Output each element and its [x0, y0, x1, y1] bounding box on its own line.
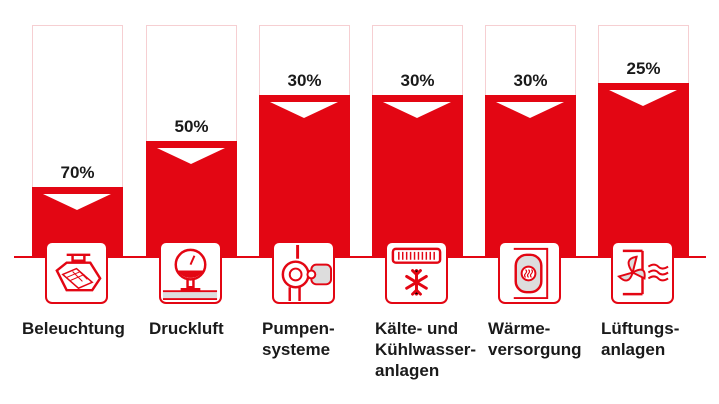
pressure-gauge-icon [159, 241, 222, 304]
category-label: Wärme- versorgung [488, 319, 582, 359]
bar-arrow-marker [270, 101, 338, 118]
bar-arrow-marker [157, 148, 225, 164]
pump-icon [272, 241, 335, 304]
data-label: 25% [626, 59, 661, 78]
refrigeration-icon [385, 241, 448, 304]
ceiling-light-icon [45, 241, 108, 304]
data-label: 30% [400, 70, 435, 90]
data-label: 30% [287, 70, 322, 90]
heat-tank-icon [498, 241, 561, 304]
bar-arrow-marker [609, 90, 677, 106]
bar-arrow-marker [496, 101, 564, 118]
ventilation-fan-icon [611, 241, 674, 304]
category-label: Lüftungs- anlagen [601, 319, 680, 359]
bar-arrow-marker [383, 101, 451, 118]
baseline [14, 256, 706, 258]
category-label: Druckluft [149, 319, 224, 338]
bar [598, 83, 689, 257]
bar [485, 94, 576, 257]
category-label: Beleuchtung [22, 319, 125, 338]
bar [259, 94, 350, 257]
bar-frame [32, 25, 123, 257]
data-label: 30% [513, 70, 548, 90]
bar [372, 94, 463, 257]
data-label: 50% [174, 117, 209, 136]
data-label: 70% [60, 163, 95, 183]
category-label: Pumpen- systeme [262, 319, 335, 359]
category-label: Kälte- und Kühlwasser- anlagen [375, 319, 477, 380]
bar-arrow-marker [43, 194, 111, 211]
